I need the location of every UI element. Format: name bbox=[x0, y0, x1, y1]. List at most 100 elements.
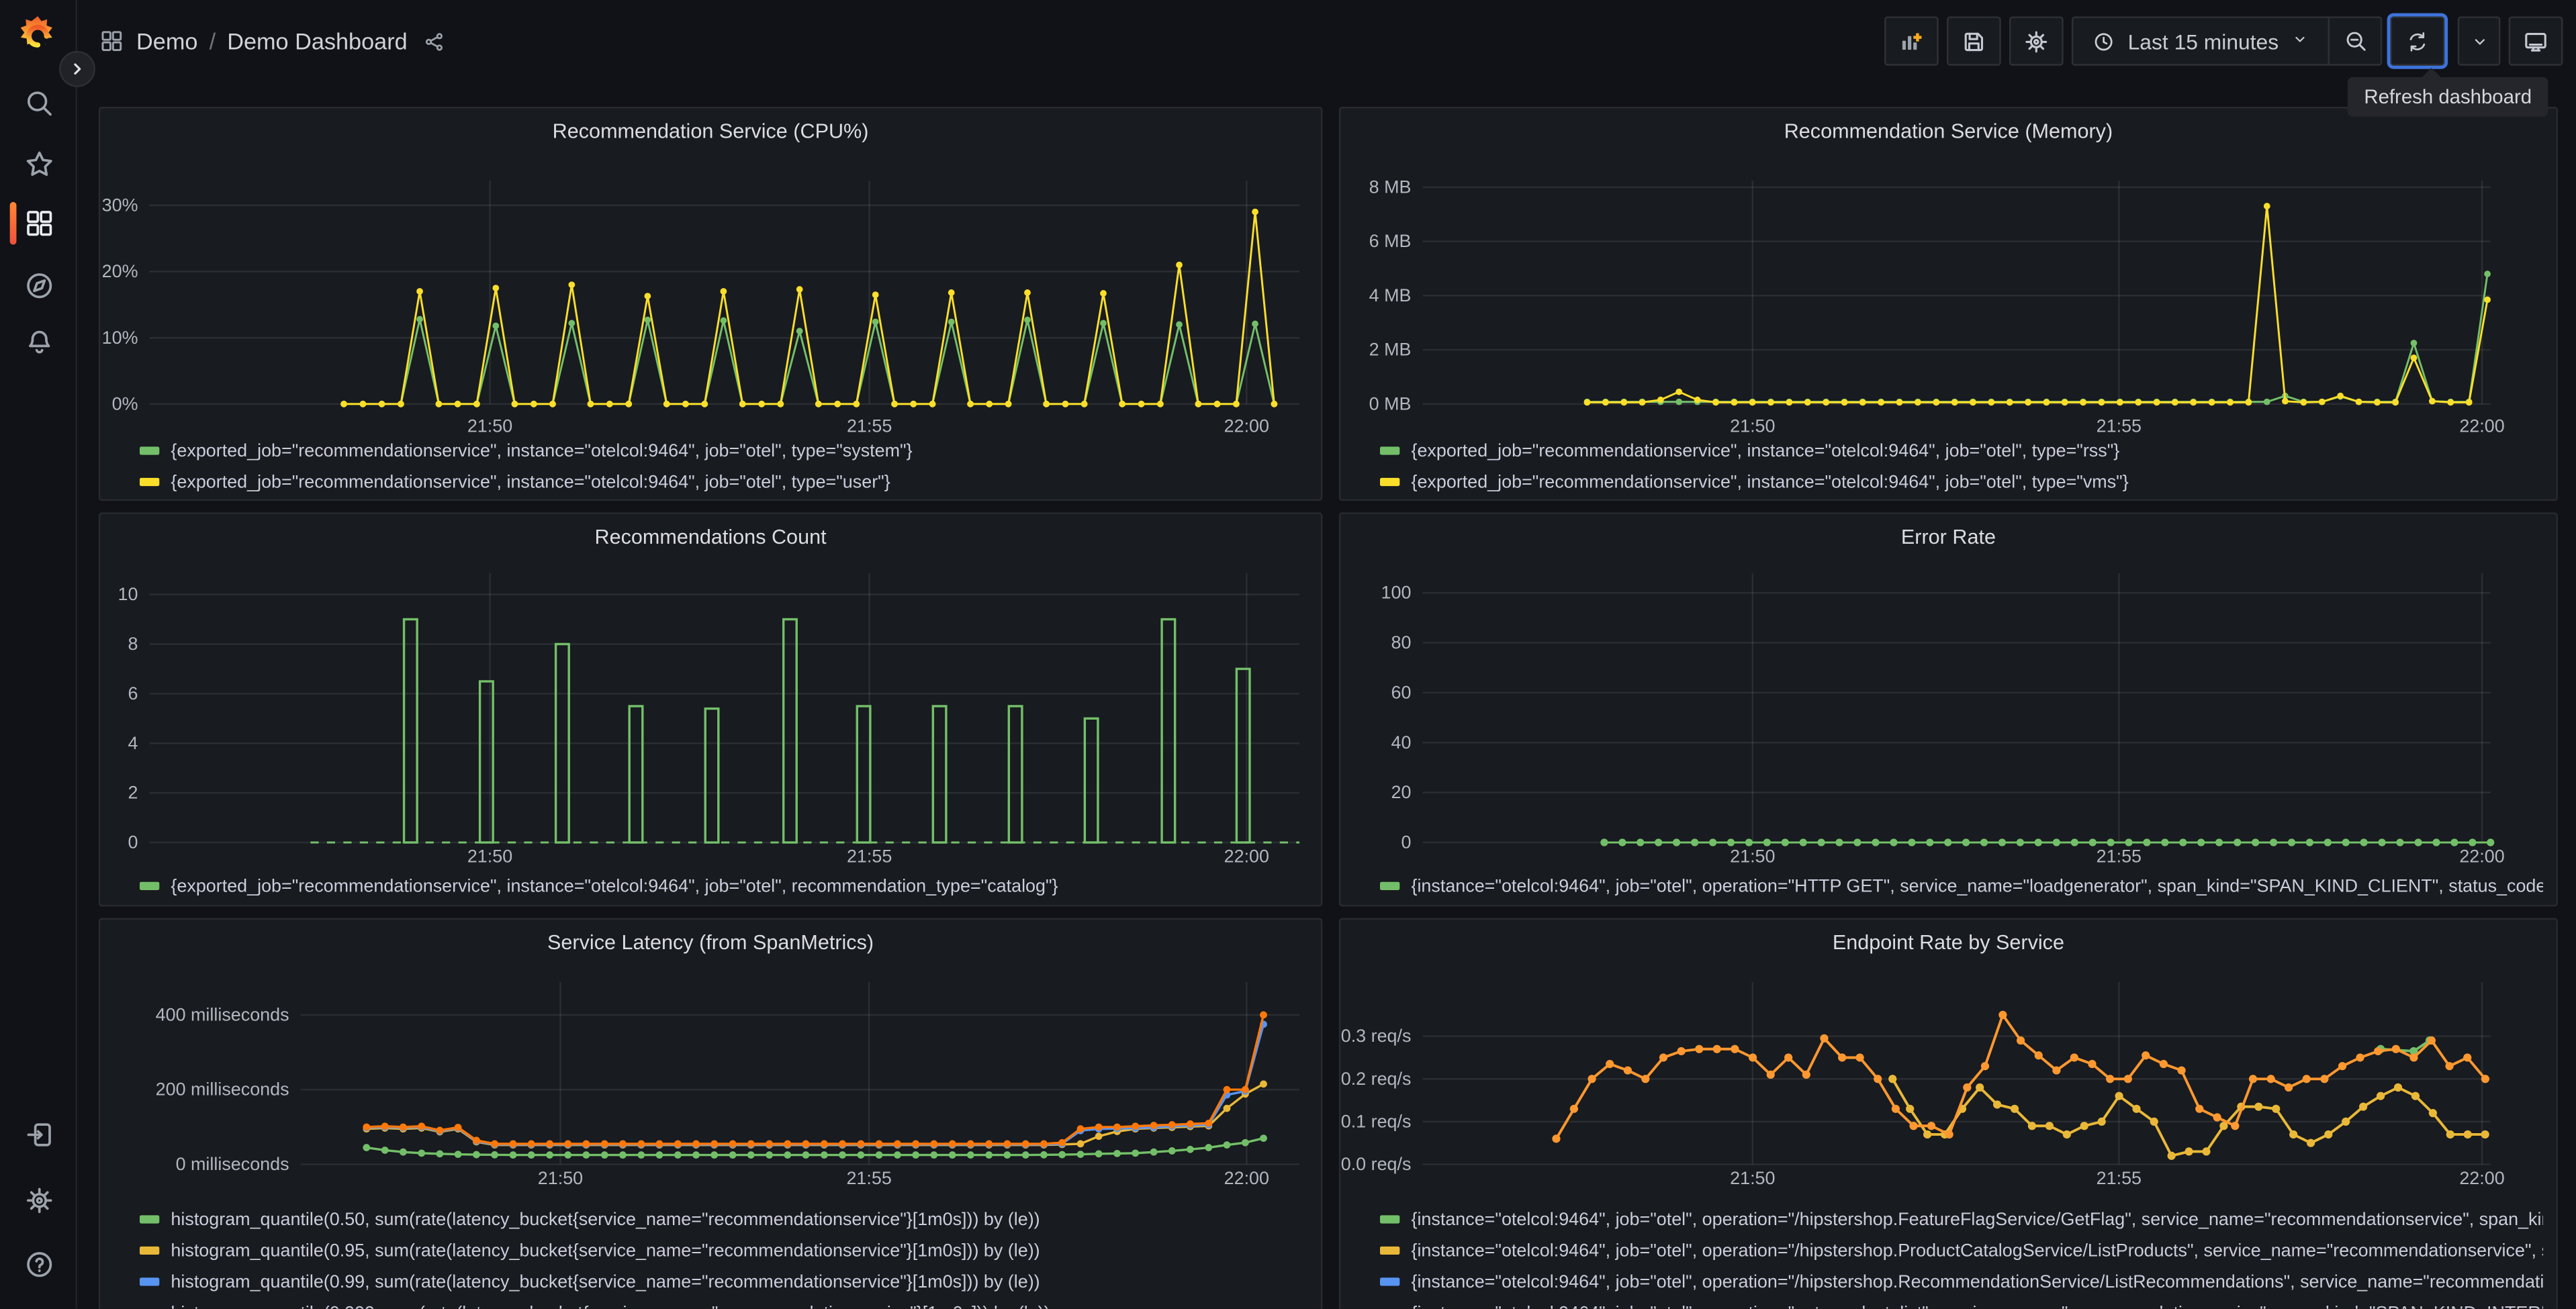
svg-text:21:55: 21:55 bbox=[847, 416, 892, 436]
svg-text:0: 0 bbox=[1401, 832, 1411, 853]
svg-text:0 milliseconds: 0 milliseconds bbox=[176, 1154, 289, 1174]
panel-title[interactable]: Error Rate bbox=[1900, 525, 1996, 549]
svg-text:4: 4 bbox=[128, 733, 138, 753]
legend-swatch bbox=[1379, 881, 1400, 890]
svg-text:22:00: 22:00 bbox=[1224, 846, 1269, 866]
share-icon bbox=[425, 32, 443, 50]
svg-text:21:55: 21:55 bbox=[2097, 416, 2142, 436]
breadcrumb-folder[interactable]: Demo bbox=[136, 28, 198, 54]
svg-text:4 MB: 4 MB bbox=[1369, 285, 1412, 305]
active-indicator bbox=[9, 201, 17, 245]
panel-title[interactable]: Service Latency (from SpanMetrics) bbox=[547, 931, 874, 955]
save-icon bbox=[1965, 32, 1984, 50]
legend-item[interactable]: {instance="otelcol:9464", job="otel", op… bbox=[1379, 1240, 2543, 1261]
panel-recommendations-count: Recommendations Count 0 2 4 6 8 10 21:50 21:55 2… bbox=[98, 512, 1323, 907]
svg-text:22:00: 22:00 bbox=[2459, 846, 2504, 866]
legend-item[interactable]: {exported_job="recommendationservice", i… bbox=[1379, 471, 2543, 493]
grafana-logo-icon[interactable] bbox=[15, 13, 60, 59]
refresh-interval-dropdown[interactable] bbox=[2457, 16, 2501, 66]
time-range-picker[interactable]: Last 15 minutes bbox=[2074, 18, 2328, 64]
dashboard-settings-button[interactable] bbox=[2009, 16, 2064, 66]
refresh-tooltip: Refresh dashboard bbox=[2347, 77, 2548, 117]
svg-text:400 milliseconds: 400 milliseconds bbox=[156, 1004, 289, 1024]
svg-text:0.1 req/s: 0.1 req/s bbox=[1341, 1111, 1412, 1131]
time-zoom-out-button[interactable] bbox=[2328, 17, 2381, 64]
breadcrumb: Demo / Demo Dashboard bbox=[99, 26, 450, 56]
legend-item[interactable]: {exported_job="recommendationservice", i… bbox=[139, 875, 1307, 897]
legend-swatch bbox=[1379, 1246, 1400, 1255]
sidebar-item-configuration[interactable] bbox=[0, 1173, 77, 1228]
svg-text:40: 40 bbox=[1391, 732, 1412, 753]
legend-item[interactable]: {exported_job="recommendationservice", i… bbox=[139, 471, 1307, 493]
sidebar-item-help[interactable] bbox=[0, 1237, 77, 1292]
svg-text:2: 2 bbox=[128, 783, 138, 803]
sidebar-item-dashboards[interactable] bbox=[0, 195, 77, 251]
svg-text:30%: 30% bbox=[102, 195, 138, 215]
legend-label: {exported_job="recommendationservice", i… bbox=[171, 876, 1058, 896]
svg-text:22:00: 22:00 bbox=[1224, 416, 1269, 436]
legend-label: {exported_job="recommendationservice", i… bbox=[1411, 440, 2120, 461]
svg-text:80: 80 bbox=[1391, 632, 1412, 652]
legend-swatch bbox=[139, 477, 160, 487]
legend-swatch bbox=[1379, 1277, 1400, 1286]
sidebar-expand-button[interactable] bbox=[59, 50, 95, 87]
panel-title[interactable]: Recommendations Count bbox=[594, 525, 827, 549]
legend-item[interactable]: histogram_quantile(0.999, sum(rate(laten… bbox=[140, 1302, 1307, 1309]
legend-item[interactable]: {instance="otelcol:9464", job="otel", op… bbox=[1379, 1209, 2543, 1230]
sidebar-item-alerting[interactable] bbox=[0, 313, 77, 369]
refresh-dashboard-button[interactable] bbox=[2390, 16, 2445, 66]
legend-item[interactable]: {instance="otelcol:9464", job="otel", op… bbox=[1379, 875, 2543, 897]
sidebar-item-explore[interactable] bbox=[0, 258, 77, 313]
legend-label: {instance="otelcol:9464", job="otel", op… bbox=[1411, 876, 2543, 896]
legend-label: histogram_quantile(0.99, sum(rate(latenc… bbox=[171, 1271, 1040, 1292]
legend-label: histogram_quantile(0.95, sum(rate(latenc… bbox=[171, 1241, 1040, 1261]
svg-text:21:55: 21:55 bbox=[2097, 1168, 2142, 1188]
panel-title[interactable]: Recommendation Service (CPU%) bbox=[552, 119, 869, 143]
svg-text:8: 8 bbox=[128, 634, 138, 654]
save-dashboard-button[interactable] bbox=[1947, 16, 2002, 66]
legend-item[interactable]: {exported_job="recommendationservice", i… bbox=[139, 440, 1307, 462]
clock-icon bbox=[2095, 32, 2113, 50]
legend-label: {exported_job="recommendationservice", i… bbox=[171, 440, 913, 461]
svg-text:22:00: 22:00 bbox=[2459, 1168, 2504, 1188]
panel-recommendation-service-memory: Recommendation Service (Memory) 0 MB 2 MB… bbox=[1338, 107, 2559, 501]
sidebar-item-starred[interactable] bbox=[0, 136, 77, 192]
legend-label: {exported_job="recommendationservice", i… bbox=[171, 472, 890, 492]
share-dashboard-button[interactable] bbox=[419, 26, 450, 56]
legend-item[interactable]: histogram_quantile(0.50, sum(rate(latenc… bbox=[139, 1209, 1307, 1230]
svg-text:60: 60 bbox=[1391, 682, 1412, 702]
legend-item[interactable]: {instance="otelcol:9464", job="otel", op… bbox=[1379, 1271, 2543, 1293]
explore-compass-icon bbox=[26, 273, 52, 299]
panel-title[interactable]: Endpoint Rate by Service bbox=[1832, 931, 2064, 955]
legend-label: histogram_quantile(0.50, sum(rate(latenc… bbox=[171, 1209, 1040, 1230]
kiosk-mode-button[interactable] bbox=[2508, 16, 2563, 66]
add-panel-button[interactable] bbox=[1884, 16, 1939, 66]
panel-title[interactable]: Recommendation Service (Memory) bbox=[1784, 119, 2113, 143]
panel-error-rate: Error Rate 0 20 40 60 80 100 21:50 21:55 22:00 {… bbox=[1338, 512, 2559, 907]
sidebar-item-search[interactable] bbox=[0, 76, 77, 132]
legend-item[interactable]: {exported_job="recommendationservice", i… bbox=[1379, 440, 2543, 462]
chart-canvas: 0 20 40 60 80 100 21:50 21:55 22:00 bbox=[1381, 573, 2505, 866]
breadcrumb-dashboard-title[interactable]: Demo Dashboard bbox=[227, 28, 408, 54]
legend-item[interactable]: {instance="otelcol:9464", job="otel", op… bbox=[1380, 1302, 2543, 1309]
chart-canvas: 0 2 4 6 8 10 21:50 21:55 22:00 bbox=[118, 573, 1300, 866]
legend-swatch bbox=[1379, 477, 1400, 487]
legend-label: {instance="otelcol:9464", job="otel", op… bbox=[1411, 1303, 2543, 1309]
svg-text:21:50: 21:50 bbox=[467, 846, 512, 866]
settings-gear-icon bbox=[26, 1187, 52, 1214]
chevron-down-icon bbox=[2295, 36, 2305, 42]
legend-label: histogram_quantile(0.999, sum(rate(laten… bbox=[171, 1303, 1050, 1309]
svg-text:0: 0 bbox=[128, 832, 138, 853]
svg-text:200 milliseconds: 200 milliseconds bbox=[156, 1079, 289, 1100]
svg-text:0.2 req/s: 0.2 req/s bbox=[1341, 1069, 1412, 1089]
panel-endpoint-rate-by-service: Endpoint Rate by Service 0.0 req/s 0.1 re… bbox=[1338, 918, 2559, 1309]
svg-text:6 MB: 6 MB bbox=[1369, 231, 1412, 251]
sidebar-item-sign-in[interactable] bbox=[0, 1107, 77, 1163]
refresh-icon bbox=[2409, 31, 2426, 51]
legend-item[interactable]: histogram_quantile(0.95, sum(rate(latenc… bbox=[139, 1240, 1307, 1261]
dashboards-grid-icon bbox=[26, 211, 52, 236]
legend-label: {instance="otelcol:9464", job="otel", op… bbox=[1411, 1209, 2543, 1230]
legend-swatch bbox=[1379, 1215, 1400, 1224]
legend-item[interactable]: histogram_quantile(0.99, sum(rate(latenc… bbox=[139, 1271, 1307, 1293]
